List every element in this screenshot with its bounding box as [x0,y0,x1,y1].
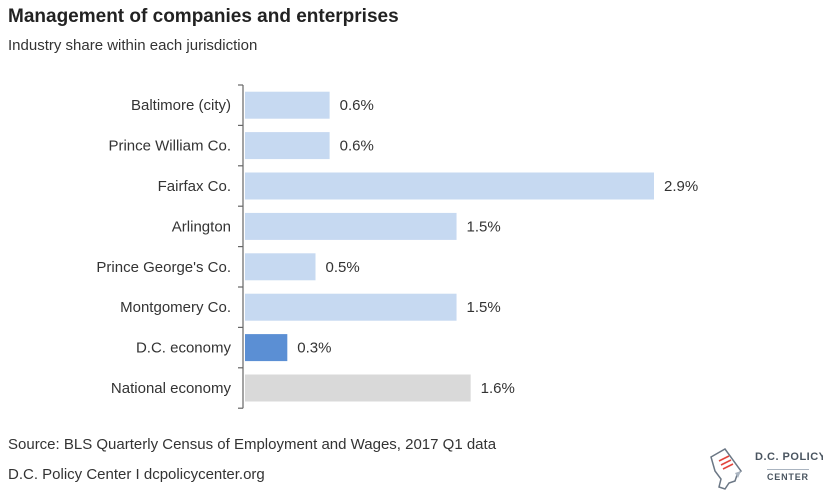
bar-chart: Baltimore (city) 0.6% Prince William Co. 0.… [96,84,698,409]
category-label: Prince George's Co. [96,259,231,276]
category-label: Montgomery Co. [120,299,231,316]
category-label: Prince William Co. [108,138,231,155]
category-label: National economy [111,380,232,397]
credit-line: D.C. Policy Center I dcpolicycenter.org [8,466,265,483]
logo-line1: D.C. POLICY [755,451,823,463]
bar [245,91,330,119]
category-label: Arlington [172,218,231,235]
bar [245,253,316,281]
dc-policy-center-logo: D.C. POLICY CENTER [705,445,823,495]
chart-title: Management of companies and enterprises [8,6,399,27]
category-label: Baltimore (city) [131,97,231,114]
data-label: 0.6% [340,97,374,114]
bar [245,172,654,200]
data-label: 2.9% [664,178,698,195]
bar [245,212,457,240]
category-label: Fairfax Co. [158,178,231,195]
document-icon [710,448,742,490]
data-label: 0.6% [340,138,374,155]
chart-subtitle: Industry share within each jurisdiction [8,37,258,54]
data-label: 1.6% [481,380,515,397]
logo-line2: CENTER [767,469,809,482]
data-label: 1.5% [467,299,501,316]
data-label: 1.5% [467,218,501,235]
bar [245,293,457,321]
bar [245,334,288,362]
source-note: Source: BLS Quarterly Census of Employme… [8,436,497,453]
data-label: 0.5% [326,259,360,276]
bar [245,132,330,160]
bar [245,374,471,402]
data-label: 0.3% [297,340,331,357]
category-label: D.C. economy [136,340,232,357]
